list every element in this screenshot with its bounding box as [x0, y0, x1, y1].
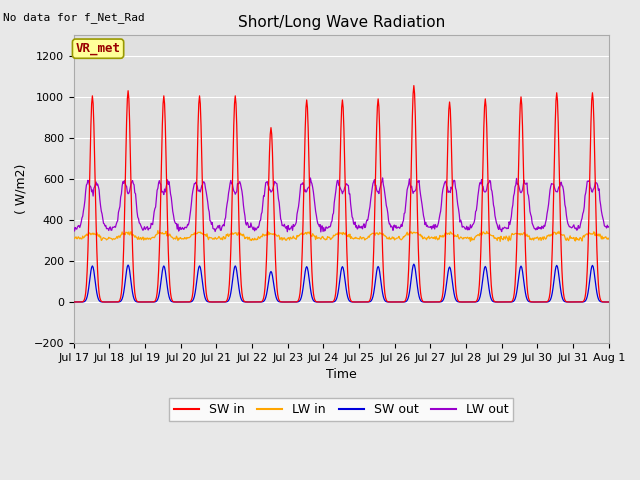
X-axis label: Time: Time: [326, 368, 356, 381]
Title: Short/Long Wave Radiation: Short/Long Wave Radiation: [237, 15, 445, 30]
LW in: [79, 235, 87, 241]
SW in: [134, 299, 142, 305]
SW out: [410, 261, 418, 267]
LW in: [605, 236, 612, 242]
Y-axis label: ( W/m2): ( W/m2): [15, 164, 28, 215]
LW out: [424, 222, 431, 228]
Line: LW out: LW out: [74, 178, 609, 232]
LW in: [189, 231, 197, 237]
LW out: [317, 229, 324, 235]
SW out: [406, 285, 414, 290]
LW out: [605, 224, 612, 230]
Text: No data for f_Net_Rad: No data for f_Net_Rad: [3, 12, 145, 23]
SW in: [70, 299, 77, 305]
SW in: [217, 299, 225, 305]
LW out: [217, 228, 225, 233]
SW out: [605, 299, 612, 305]
SW out: [189, 298, 196, 303]
SW in: [79, 298, 87, 304]
LW in: [422, 237, 430, 243]
SW in: [410, 83, 418, 88]
SW in: [422, 299, 430, 305]
Line: LW in: LW in: [74, 230, 609, 241]
LW out: [408, 183, 415, 189]
Line: SW in: SW in: [74, 85, 609, 302]
SW out: [422, 299, 430, 305]
LW in: [218, 235, 226, 241]
SW in: [189, 290, 196, 296]
LW in: [407, 229, 415, 235]
SW in: [605, 299, 612, 305]
Legend: SW in, LW in, SW out, LW out: SW in, LW in, SW out, LW out: [169, 398, 513, 421]
Line: SW out: SW out: [74, 264, 609, 302]
Text: VR_met: VR_met: [76, 42, 120, 55]
LW in: [134, 234, 142, 240]
LW in: [154, 228, 162, 233]
LW in: [497, 239, 504, 244]
LW in: [70, 235, 77, 241]
LW out: [70, 225, 77, 230]
LW out: [79, 208, 87, 214]
SW in: [406, 216, 414, 222]
LW out: [189, 188, 196, 194]
LW out: [134, 216, 142, 222]
LW out: [379, 175, 387, 181]
SW out: [217, 299, 225, 305]
SW out: [134, 299, 142, 305]
SW out: [70, 299, 77, 305]
SW out: [79, 299, 87, 305]
